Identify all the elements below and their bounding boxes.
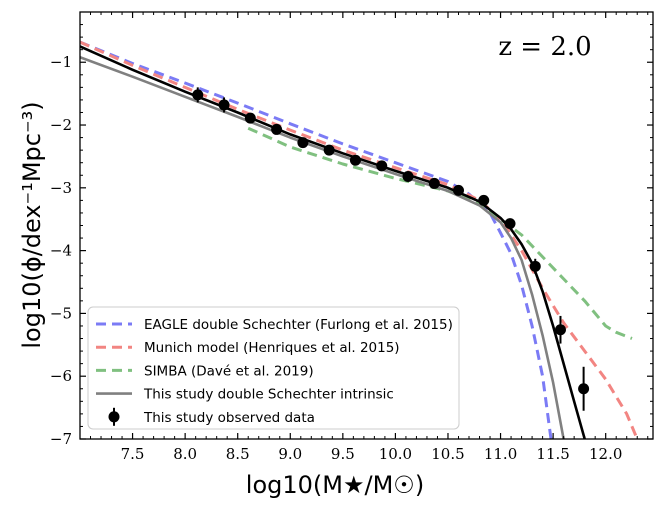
x-axis-title: log10(M★/M☉): [246, 471, 424, 499]
x-axis-ticks: 7.5 8.0 8.5 9.0 9.5 10.0 10.5 11.0 11.5 12.0: [90, 12, 649, 463]
y-axis-ticks: −7 −6 −5 −4 −3 −2 −1: [50, 11, 653, 448]
legend-entry-1: Munich model (Henriques et al. 2015): [96, 340, 400, 356]
y-tick-label: −2: [50, 116, 72, 134]
data-points-layer: [192, 87, 590, 411]
x-tick-label: 11.0: [484, 445, 517, 463]
x-tick-label: 9.5: [331, 445, 355, 463]
legend-items: EAGLE double Schechter (Furlong et al. 2…: [96, 317, 453, 426]
legend-entry-0: EAGLE double Schechter (Furlong et al. 2…: [96, 317, 453, 333]
series-line-4: [80, 45, 586, 439]
legend-swatch-marker: [108, 411, 120, 423]
legend-label: Munich model (Henriques et al. 2015): [144, 340, 400, 356]
y-tick-label: −5: [50, 304, 72, 322]
y-axis-title: log10(ϕ/dex⁻¹Mpc⁻³): [18, 101, 46, 348]
data-point: [428, 177, 440, 189]
x-tick-label: 10.5: [431, 445, 464, 463]
data-point: [452, 184, 464, 196]
data-point: [504, 218, 516, 230]
x-tick-label: 7.5: [121, 445, 145, 463]
data-point: [578, 383, 590, 395]
data-point: [349, 154, 361, 166]
data-point: [554, 324, 566, 336]
x-tick-label: 10.0: [379, 445, 412, 463]
data-point: [529, 260, 541, 272]
x-tick-label: 8.0: [173, 445, 197, 463]
data-point: [376, 160, 388, 172]
data-point: [478, 194, 490, 206]
data-point: [192, 89, 204, 101]
legend-entry-3: This study double Schechter intrinsic: [96, 387, 394, 403]
y-tick-label: −6: [50, 367, 72, 385]
x-tick-label: 11.5: [536, 445, 569, 463]
x-tick-label: 8.5: [226, 445, 250, 463]
legend-entry-2: SIMBA (Davé et al. 2019): [96, 363, 314, 379]
legend-label: SIMBA (Davé et al. 2019): [144, 363, 314, 379]
data-point: [323, 144, 335, 156]
legend-entry-4: This study observed data: [108, 407, 315, 426]
redshift-annotation: z = 2.0: [498, 32, 591, 62]
legend-box: [87, 306, 460, 430]
legend-label: This study observed data: [143, 410, 315, 426]
data-point: [297, 137, 309, 149]
x-tick-label: 9.0: [278, 445, 302, 463]
data-point: [402, 171, 414, 183]
y-tick-label: −3: [50, 179, 72, 197]
legend-label: This study double Schechter intrinsic: [143, 387, 394, 403]
y-tick-label: −7: [50, 430, 72, 448]
legend-label: EAGLE double Schechter (Furlong et al. 2…: [144, 317, 453, 333]
data-point: [244, 112, 256, 124]
x-tick-label: 12.0: [589, 445, 622, 463]
data-point: [271, 123, 283, 135]
y-tick-label: −1: [50, 53, 72, 71]
legend: EAGLE double Schechter (Furlong et al. 2…: [87, 306, 460, 430]
y-tick-label: −4: [50, 242, 72, 260]
data-point: [218, 99, 230, 111]
series-line-3: [80, 55, 565, 439]
